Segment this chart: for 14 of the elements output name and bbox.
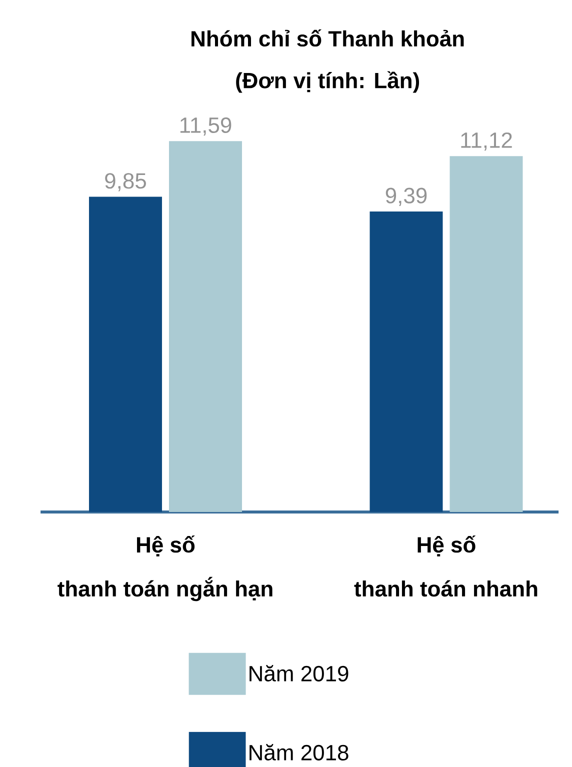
bar	[89, 196, 162, 512]
data-label: 9,39	[386, 188, 427, 206]
data-label: 9,85	[105, 173, 146, 192]
bar	[450, 156, 523, 512]
bar	[370, 212, 443, 512]
bar	[169, 141, 242, 512]
data-label: 11,59	[180, 117, 232, 136]
chart-title: Nhóm chỉ số Thanh khoản	[192, 29, 464, 47]
data-label: 11,12	[461, 132, 512, 151]
x-tick-label: Hệ số thanh toán nhanh	[354, 536, 538, 597]
legend-label: Năm 2018	[250, 744, 349, 760]
chart-subtitle: (Đơn vị tính: Lần)	[236, 71, 420, 93]
legend-label: Năm 2019	[250, 665, 348, 682]
x-tick-label: Hệ số thanh toán ngắn hạn	[58, 536, 273, 602]
